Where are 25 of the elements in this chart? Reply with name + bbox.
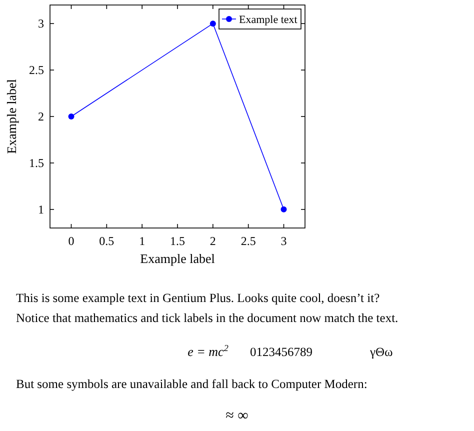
text: ≈ ∞ <box>226 408 249 424</box>
text: This is some example text in Gentium Plus. Looks quite cool, doesn’t it? <box>16 291 380 305</box>
x-tick-label: 2 <box>210 234 216 248</box>
y-tick-label: 1.5 <box>29 156 44 170</box>
legend-label: Example text <box>239 14 298 26</box>
text: γΘω <box>369 345 393 359</box>
x-tick-label: 3 <box>280 234 287 248</box>
text: But some symbols are unavailable and fall back to Computer Modern: <box>16 377 368 391</box>
text: 0123456789 <box>250 345 312 359</box>
x-tick-label: 1 <box>139 234 146 248</box>
y-axis-title: Example label <box>4 78 19 154</box>
x-tick-label: 1.5 <box>170 234 185 248</box>
text: e = mc$^{2}$ <box>188 343 229 359</box>
x-tick-label: 2.5 <box>240 234 256 248</box>
text: Notice that mathematics and tick labels in the document now match the text. <box>16 311 398 325</box>
point <box>280 206 287 212</box>
x-axis-title: Example label <box>140 251 216 266</box>
y-tick-label: 3 <box>38 16 44 31</box>
point <box>68 114 74 120</box>
point <box>210 20 216 27</box>
y-tick-label: 2.5 <box>29 63 44 78</box>
y-tick-label: 2 <box>38 110 44 124</box>
x-tick-label: 0 <box>68 234 74 248</box>
x-tick-label: 0.5 <box>99 234 114 248</box>
y-tick-label: 1 <box>38 202 44 216</box>
